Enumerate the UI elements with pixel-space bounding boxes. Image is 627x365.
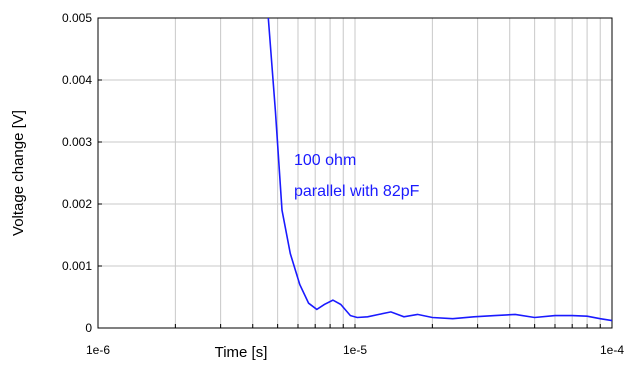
- x-tick-label: 1e-5: [343, 343, 367, 357]
- annotation-line-2: parallel with 82pF: [294, 183, 420, 200]
- y-tick-label: 0: [85, 321, 92, 335]
- ticks: 0 0.001 0.002 0.003 0.004 0.005 1e-6 1e-5 1e-4: [62, 11, 624, 357]
- annotation-line-1: 100 ohm: [294, 152, 356, 169]
- x-tick-label: 1e-4: [600, 343, 624, 357]
- x-tick-label: 1e-6: [86, 343, 110, 357]
- y-tick-label: 0.001: [62, 259, 92, 273]
- plot-border: [97, 17, 613, 329]
- x-axis-label: Time [s]: [215, 344, 268, 361]
- series-line: [267, 17, 613, 322]
- y-tick-label: 0.004: [62, 73, 92, 87]
- y-tick-label: 0.003: [62, 135, 92, 149]
- y-tick-label: 0.005: [62, 11, 92, 25]
- grid: [98, 18, 612, 328]
- y-tick-label: 0.002: [62, 197, 92, 211]
- y-axis-label: Voltage change [V]: [10, 110, 27, 236]
